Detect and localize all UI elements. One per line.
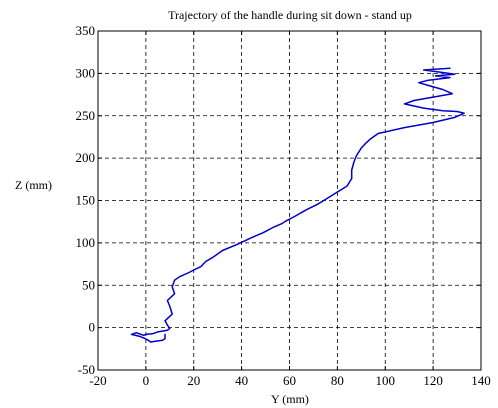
y-tick-label: 0 bbox=[89, 320, 96, 335]
y-tick-label: -50 bbox=[78, 362, 95, 377]
x-tick-label: 60 bbox=[283, 373, 296, 388]
chart-title: Trajectory of the handle during sit down… bbox=[168, 8, 412, 22]
y-tick-label: 200 bbox=[76, 150, 96, 165]
y-tick-labels: -50 0 50 100 150 200 250 300 350 bbox=[76, 23, 96, 377]
series-group bbox=[130, 67, 465, 343]
x-tick-label: 20 bbox=[187, 373, 200, 388]
x-tick-label: 80 bbox=[331, 373, 344, 388]
x-axis-label: Y (mm) bbox=[271, 392, 309, 406]
x-tick-label: 40 bbox=[235, 373, 248, 388]
x-tick-label: 100 bbox=[376, 373, 396, 388]
x-tick-label: 0 bbox=[143, 373, 150, 388]
y-tick-label: 150 bbox=[76, 193, 96, 208]
axis-ticks bbox=[97, 30, 482, 371]
x-tick-label: -20 bbox=[89, 373, 106, 388]
y-tick-label: 300 bbox=[76, 65, 96, 80]
grid-lines bbox=[98, 31, 481, 370]
trajectory-line bbox=[130, 67, 465, 343]
y-tick-label: 100 bbox=[76, 235, 96, 250]
y-tick-label: 350 bbox=[76, 23, 96, 38]
x-tick-label: 140 bbox=[471, 373, 491, 388]
y-axis-label: Z (mm) bbox=[15, 178, 52, 192]
y-tick-label: 250 bbox=[76, 108, 96, 123]
x-tick-labels: -20 0 20 40 60 80 100 120 140 bbox=[89, 373, 490, 388]
x-tick-label: 120 bbox=[423, 373, 443, 388]
y-tick-label: 50 bbox=[82, 277, 95, 292]
